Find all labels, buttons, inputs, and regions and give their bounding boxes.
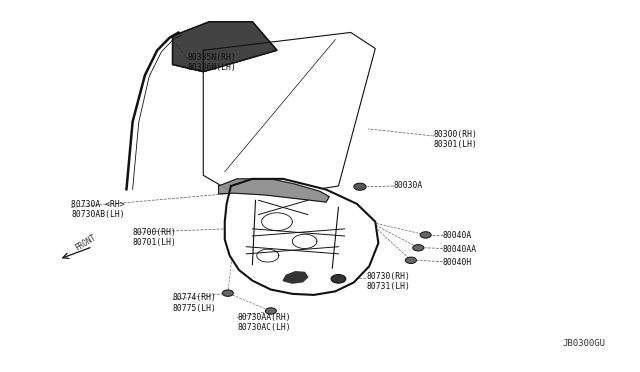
Circle shape bbox=[222, 290, 234, 296]
Text: 80700(RH)
80701(LH): 80700(RH) 80701(LH) bbox=[132, 228, 177, 247]
Polygon shape bbox=[283, 272, 308, 283]
Polygon shape bbox=[173, 22, 277, 72]
Text: 80040A: 80040A bbox=[443, 231, 472, 240]
Circle shape bbox=[331, 275, 346, 283]
Text: 80774(RH)
80775(LH): 80774(RH) 80775(LH) bbox=[173, 294, 216, 313]
Text: 80730(RH)
80731(LH): 80730(RH) 80731(LH) bbox=[366, 272, 410, 291]
Text: JB0300GU: JB0300GU bbox=[563, 340, 605, 349]
Polygon shape bbox=[225, 179, 378, 295]
Circle shape bbox=[405, 257, 417, 263]
Text: 80040H: 80040H bbox=[443, 258, 472, 267]
Text: 80040AA: 80040AA bbox=[443, 245, 477, 254]
Text: 80335N(RH)
80336N(LH): 80335N(RH) 80336N(LH) bbox=[188, 53, 237, 73]
Circle shape bbox=[420, 232, 431, 238]
Circle shape bbox=[413, 244, 424, 251]
Polygon shape bbox=[219, 179, 329, 202]
Text: 80300(RH)
80301(LH): 80300(RH) 80301(LH) bbox=[434, 130, 477, 149]
Text: FRONT: FRONT bbox=[73, 233, 97, 253]
Circle shape bbox=[266, 308, 276, 314]
Text: 80730AA(RH)
80730AC(LH): 80730AA(RH) 80730AC(LH) bbox=[237, 313, 291, 332]
Circle shape bbox=[354, 183, 366, 190]
Text: 80030A: 80030A bbox=[394, 182, 423, 190]
Text: 80730A <RH>
80730AB(LH): 80730A <RH> 80730AB(LH) bbox=[71, 199, 125, 219]
